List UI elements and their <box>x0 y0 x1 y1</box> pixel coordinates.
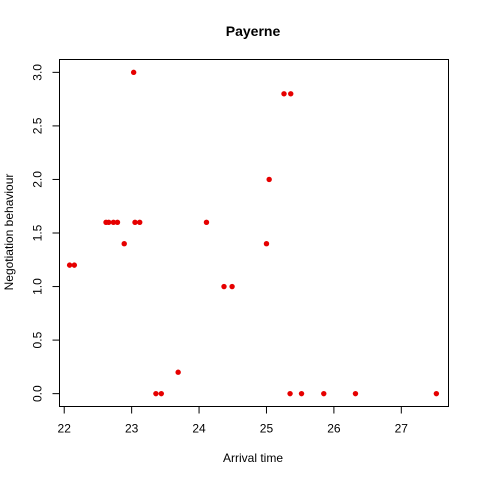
data-point <box>288 91 294 97</box>
data-point <box>106 219 112 225</box>
x-tick-label: 23 <box>125 422 139 436</box>
data-point <box>158 390 165 397</box>
data-point <box>266 176 272 183</box>
y-tick-label: 2.5 <box>31 117 45 134</box>
data-point <box>352 390 359 397</box>
data-point <box>203 219 210 225</box>
data-point <box>71 262 78 268</box>
y-axis: 0.0 0.5 1.0 1.5 2.0 2.5 3.0 <box>31 64 60 402</box>
y-tick-label: 2.0 <box>31 171 45 188</box>
data-point <box>114 219 121 225</box>
data-point <box>137 219 143 225</box>
y-tick-label: 1.0 <box>31 278 45 295</box>
chart-title: Payerne <box>226 23 281 39</box>
y-tick-label: 0.5 <box>31 331 45 348</box>
x-tick-label: 26 <box>327 422 341 436</box>
data-point <box>433 390 440 397</box>
data-point <box>263 241 270 247</box>
data-point <box>321 390 327 397</box>
data-point <box>287 390 293 397</box>
data-point <box>110 219 117 225</box>
y-tick-label: 3.0 <box>31 64 45 81</box>
y-axis-label: Negotiation behaviour <box>2 174 16 291</box>
data-point <box>130 69 137 76</box>
plot-frame <box>59 59 449 407</box>
data-point <box>281 91 287 97</box>
data-point <box>66 262 73 268</box>
data-point <box>229 283 235 290</box>
data-points <box>66 69 440 397</box>
data-point <box>121 241 127 247</box>
x-tick-label: 22 <box>58 422 72 436</box>
y-tick-label: 0.0 <box>31 385 45 402</box>
data-point <box>175 369 181 375</box>
data-point <box>132 219 138 225</box>
x-tick-label: 25 <box>260 422 274 436</box>
x-axis-label: Arrival time <box>223 451 283 465</box>
x-tick-label: 24 <box>192 422 206 436</box>
data-point <box>221 283 227 290</box>
y-tick-label: 1.5 <box>31 224 45 241</box>
data-point <box>298 390 305 397</box>
x-axis: 22 23 24 25 26 27 <box>58 406 409 436</box>
x-tick-label: 27 <box>395 422 409 436</box>
data-point <box>153 390 159 397</box>
